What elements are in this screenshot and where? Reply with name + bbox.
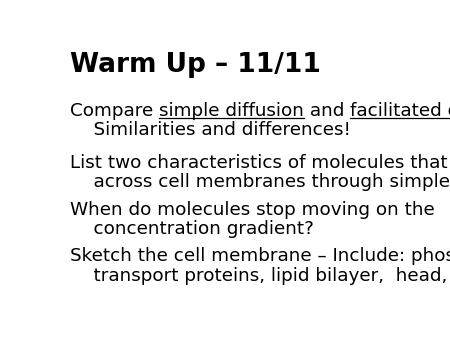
Text: Similarities and differences!: Similarities and differences! (70, 121, 351, 139)
Text: List two characteristics of molecules that can move: List two characteristics of molecules th… (70, 154, 450, 172)
Text: simple diffusion: simple diffusion (159, 102, 304, 120)
Text: across cell membranes through simple diffusion.: across cell membranes through simple dif… (70, 173, 450, 191)
Text: and: and (304, 102, 351, 120)
Text: When do molecules stop moving on the: When do molecules stop moving on the (70, 201, 435, 219)
Text: Compare: Compare (70, 102, 159, 120)
Text: transport proteins, lipid bilayer,  head, and tail: transport proteins, lipid bilayer, head,… (70, 267, 450, 285)
Text: Sketch the cell membrane – Include: phospholipid,: Sketch the cell membrane – Include: phos… (70, 247, 450, 265)
Text: facilitated diffusion: facilitated diffusion (351, 102, 450, 120)
Text: Warm Up – 11/11: Warm Up – 11/11 (70, 52, 321, 78)
Text: concentration gradient?: concentration gradient? (70, 220, 314, 238)
